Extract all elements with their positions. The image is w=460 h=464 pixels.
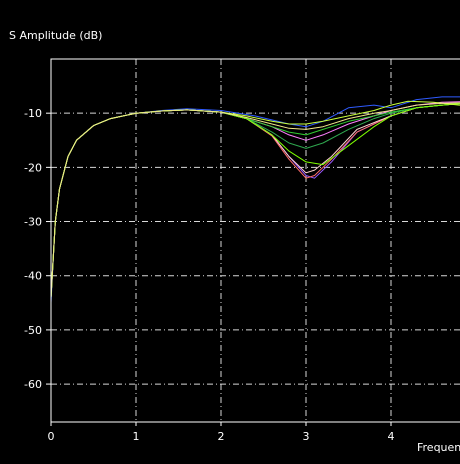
y-tick-label: -60 — [24, 378, 42, 391]
x-tick-label: 1 — [133, 430, 140, 443]
x-tick-label: 0 — [48, 430, 55, 443]
y-tick-label: -50 — [24, 324, 42, 337]
series-line — [51, 102, 460, 297]
y-tick-label: -20 — [24, 161, 42, 174]
series-line — [51, 102, 460, 297]
series-line — [51, 102, 460, 297]
series-line — [51, 102, 460, 297]
series-line — [51, 101, 460, 297]
x-tick-label: 3 — [303, 430, 310, 443]
x-tick-label: 4 — [388, 430, 395, 443]
x-axis-ticks: 012345 — [48, 422, 460, 443]
series-line — [51, 102, 460, 297]
series-line — [51, 102, 460, 297]
series-line — [51, 102, 460, 297]
series-lines — [51, 97, 460, 303]
x-axis-title: Frequency — [417, 441, 460, 454]
series-line — [51, 101, 460, 297]
y-tick-label: -40 — [24, 270, 42, 283]
y-tick-label: -30 — [24, 216, 42, 229]
series-line — [51, 97, 460, 303]
y-axis-title: S Amplitude (dB) — [9, 29, 102, 42]
y-tick-label: -10 — [24, 107, 42, 120]
x-tick-label: 2 — [218, 430, 225, 443]
y-axis-ticks: -10 -20 -30 -40 -50 -60 — [24, 107, 51, 391]
